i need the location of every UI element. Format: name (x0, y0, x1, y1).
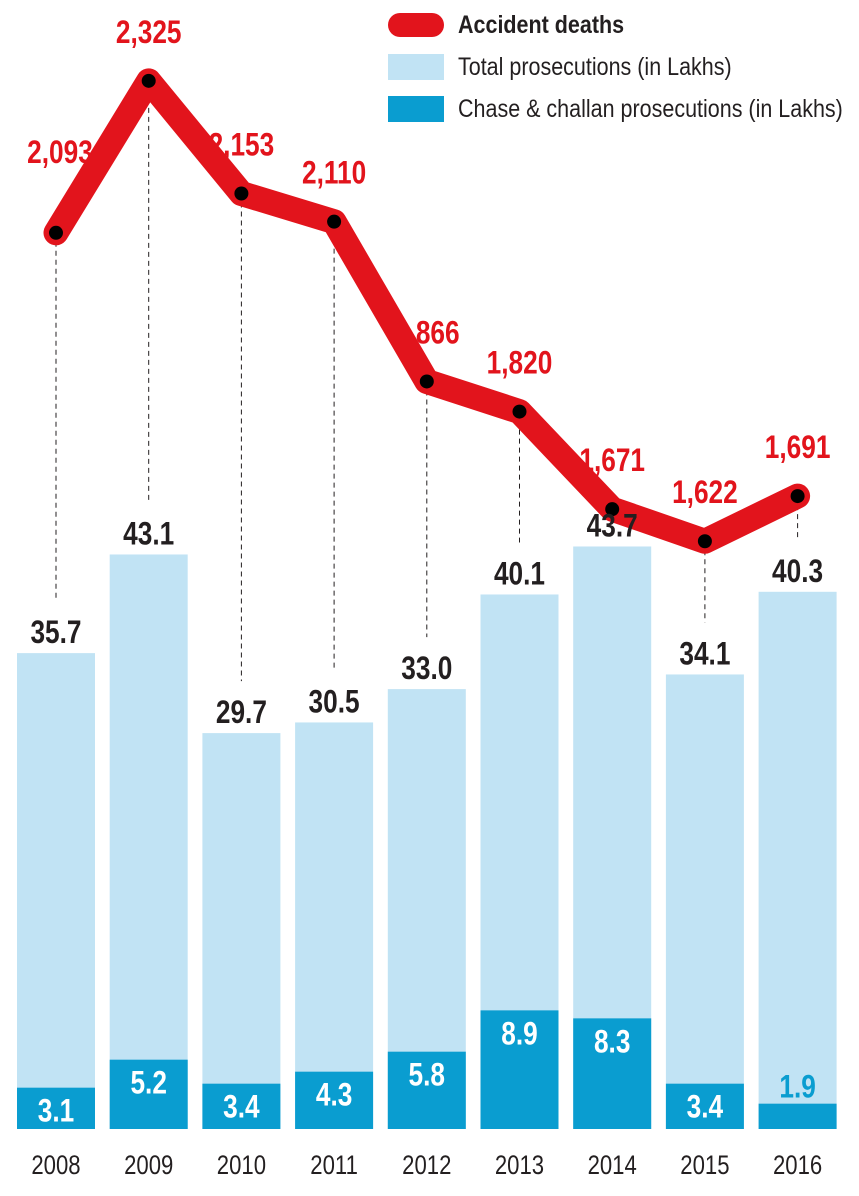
x-tick-label-2012: 2012 (402, 1151, 451, 1181)
chase-label-2012: 5.8 (409, 1058, 445, 1093)
chase-bar-2015 (665, 1083, 744, 1129)
total-bar-2015 (665, 674, 744, 1129)
legend-item-chase: Chase & challan prosecutions (in Lakhs) (388, 88, 859, 130)
chase-label-2015: 3.4 (687, 1090, 724, 1125)
legend-swatch-total (388, 54, 444, 80)
deaths-point-2010 (234, 186, 249, 201)
deaths-point-2015 (697, 534, 712, 549)
legend-item-deaths: Accident deaths (388, 4, 859, 46)
total-bar-2016 (758, 591, 837, 1129)
chase-bar-2009 (109, 1059, 188, 1129)
deaths-label-2013: 1,820 (487, 346, 553, 381)
deaths-point-2011 (327, 214, 342, 229)
chase-bar-2013 (480, 1010, 559, 1129)
deaths-point-2009 (141, 73, 156, 88)
legend-label-chase: Chase & challan prosecutions (in Lakhs) (458, 94, 843, 123)
deaths-label-2010: 2,153 (209, 128, 275, 163)
deaths-label-2012: 1,866 (394, 316, 460, 351)
total-label-2016: 40.3 (772, 554, 823, 589)
chase-bar-2012 (387, 1051, 466, 1129)
chase-bar-2008 (17, 1087, 95, 1129)
total-label-2013: 40.1 (494, 557, 545, 592)
legend-swatch-chase (388, 96, 444, 122)
deaths-point-2016 (790, 489, 805, 504)
legend: Accident deaths Total prosecutions (in L… (388, 4, 859, 130)
total-label-2012: 33.0 (401, 652, 452, 687)
chase-label-2016: 1.9 (779, 1070, 815, 1105)
labels-group: 2,093 2,325 2,153 2,110 1,866 1,820 1,671 1,622… (27, 16, 830, 1181)
deaths-label-2008: 2,093 (27, 135, 93, 170)
chase-label-2014: 8.3 (594, 1025, 630, 1060)
total-bar-2010 (202, 733, 281, 1129)
deaths-label-2014: 1,671 (579, 444, 645, 479)
deaths-label-2009: 2,325 (116, 16, 182, 51)
x-tick-label-2008: 2008 (31, 1151, 80, 1181)
chase-label-2011: 4.3 (316, 1078, 352, 1113)
chase-label-2008: 3.1 (38, 1094, 74, 1129)
chase-bar-2011 (295, 1071, 374, 1129)
total-label-2008: 35.7 (30, 616, 81, 651)
deaths-point-2008 (49, 225, 63, 240)
chase-bar-2010 (202, 1083, 281, 1129)
total-bar-2008 (17, 653, 95, 1129)
deaths-line-group (43, 68, 811, 554)
deaths-point-2013 (512, 404, 527, 419)
total-label-2014: 43.7 (587, 509, 638, 544)
deaths-point-2014 (605, 502, 620, 517)
legend-item-total: Total prosecutions (in Lakhs) (388, 46, 859, 88)
chase-label-2009: 5.2 (130, 1066, 166, 1101)
x-tick-label-2015: 2015 (680, 1151, 729, 1181)
chase-bar-2016 (758, 1103, 837, 1129)
deaths-label-2016: 1,691 (765, 431, 831, 466)
deaths-label-2015: 1,622 (672, 476, 738, 511)
bars-group (17, 546, 837, 1129)
legend-label-deaths: Accident deaths (458, 10, 625, 39)
total-label-2009: 43.1 (123, 517, 174, 552)
chase-label-2010: 3.4 (223, 1090, 260, 1125)
total-bar-2011 (295, 722, 374, 1129)
legend-swatch-deaths (388, 13, 444, 37)
total-label-2015: 34.1 (679, 637, 730, 672)
chase-bar-2014 (573, 1018, 652, 1129)
total-bar-2009 (109, 554, 188, 1129)
x-tick-label-2009: 2009 (124, 1151, 173, 1181)
chase-label-2013: 8.9 (501, 1017, 537, 1052)
deaths-point-2012 (419, 374, 434, 389)
deaths-label-2011: 2,110 (302, 156, 366, 191)
x-tick-label-2014: 2014 (588, 1151, 637, 1181)
legend-label-total: Total prosecutions (in Lakhs) (458, 52, 732, 81)
total-label-2011: 30.5 (309, 685, 360, 720)
x-tick-label-2016: 2016 (773, 1151, 822, 1181)
x-tick-label-2011: 2011 (310, 1151, 358, 1181)
x-tick-label-2010: 2010 (217, 1151, 266, 1181)
leader-lines-group (55, 80, 799, 682)
total-label-2010: 29.7 (216, 696, 267, 731)
x-tick-label-2013: 2013 (495, 1151, 544, 1181)
